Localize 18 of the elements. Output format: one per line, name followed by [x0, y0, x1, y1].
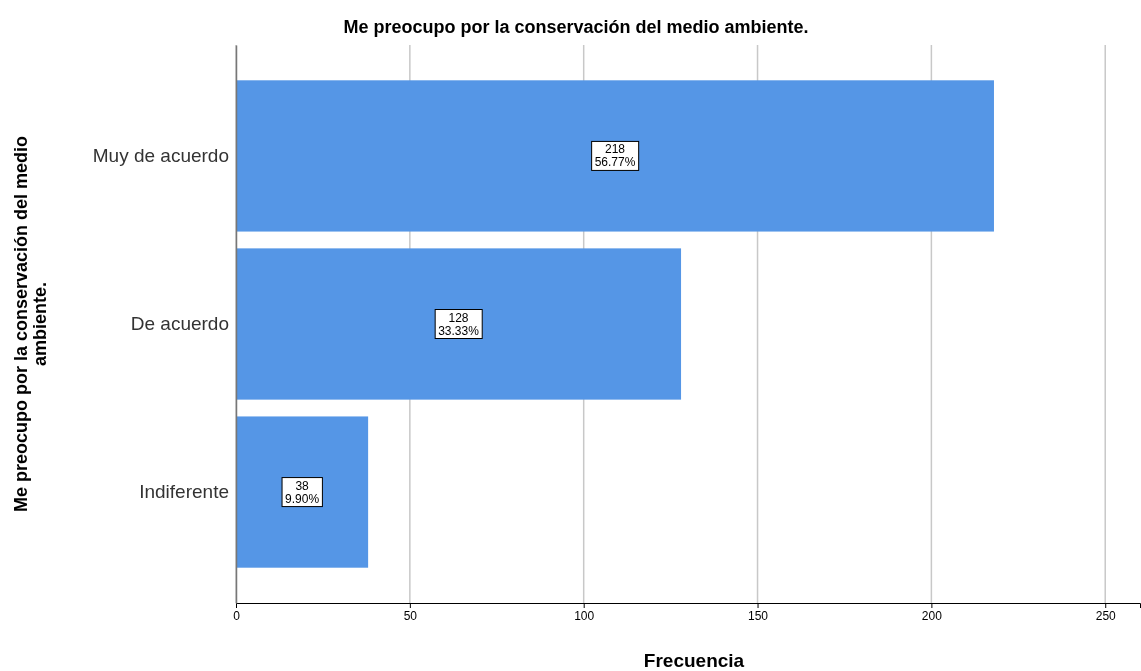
chart-title: Me preocupo por la conservación del medio ambiente. — [343, 17, 809, 37]
bar — [236, 248, 682, 400]
y-tick-label: Indiferente — [139, 481, 229, 503]
x-tick-label: 150 — [748, 608, 769, 623]
data-label: 218 56.77% — [594, 142, 636, 170]
bar — [236, 416, 369, 568]
y-tick-label: De acuerdo — [130, 313, 229, 335]
x-tick-label: 50 — [403, 608, 418, 623]
x-tick-label: 100 — [574, 608, 595, 623]
x-tick-label: 0 — [233, 608, 241, 623]
x-tick-label: 250 — [1095, 608, 1117, 623]
data-label: 38 9.90% — [285, 478, 320, 506]
y-tick-label: Muy de acuerdo — [92, 145, 229, 167]
data-label: 128 33.33% — [438, 310, 480, 338]
bar — [236, 80, 994, 232]
x-axis-title: Frecuencia — [643, 650, 745, 671]
x-tick-label: 200 — [921, 608, 943, 623]
y-axis-title: Me preocupo por la conservación del medio ambiente. — [10, 135, 50, 513]
